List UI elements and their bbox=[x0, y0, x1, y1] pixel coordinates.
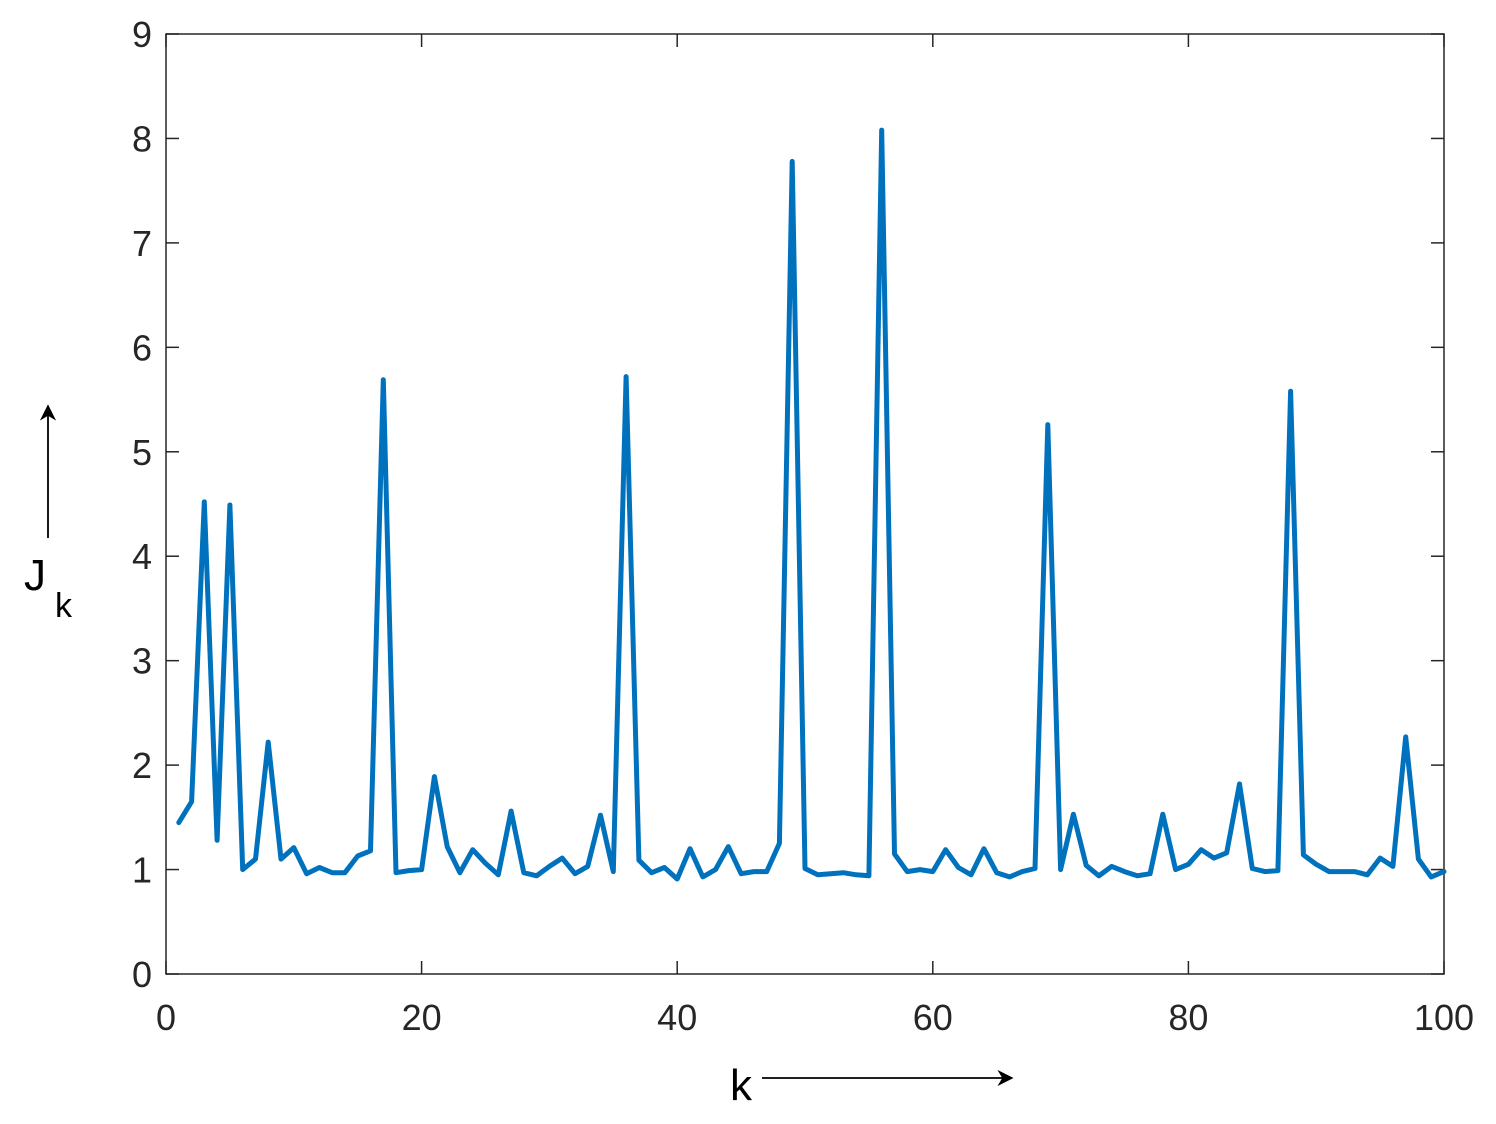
x-tick-label: 80 bbox=[1168, 997, 1208, 1038]
y-tick-label: 2 bbox=[132, 745, 152, 786]
x-tick-label: 100 bbox=[1414, 997, 1474, 1038]
y-axis-label: J bbox=[24, 551, 46, 600]
y-tick-label: 4 bbox=[132, 536, 152, 577]
series-line bbox=[176, 127, 1447, 882]
y-tick-label: 8 bbox=[132, 118, 152, 159]
y-tick-label: 3 bbox=[132, 641, 152, 682]
y-tick-label: 1 bbox=[132, 850, 152, 891]
y-tick-label: 6 bbox=[132, 327, 152, 368]
y-axis-label-subscript: k bbox=[55, 587, 73, 625]
x-axis-label: k bbox=[730, 1061, 753, 1110]
y-axis-ticks: 0 1 2 3 4 5 6 7 8 9 bbox=[132, 14, 1444, 995]
y-tick-label: 9 bbox=[132, 14, 152, 55]
y-tick-label: 5 bbox=[132, 432, 152, 473]
y-tick-label: 0 bbox=[132, 954, 152, 995]
x-axis-ticks: 0 20 40 60 80 100 bbox=[156, 34, 1474, 1038]
x-tick-label: 0 bbox=[156, 997, 176, 1038]
x-tick-label: 40 bbox=[657, 997, 697, 1038]
x-tick-label: 60 bbox=[913, 997, 953, 1038]
y-tick-label: 7 bbox=[132, 223, 152, 264]
x-tick-label: 20 bbox=[402, 997, 442, 1038]
